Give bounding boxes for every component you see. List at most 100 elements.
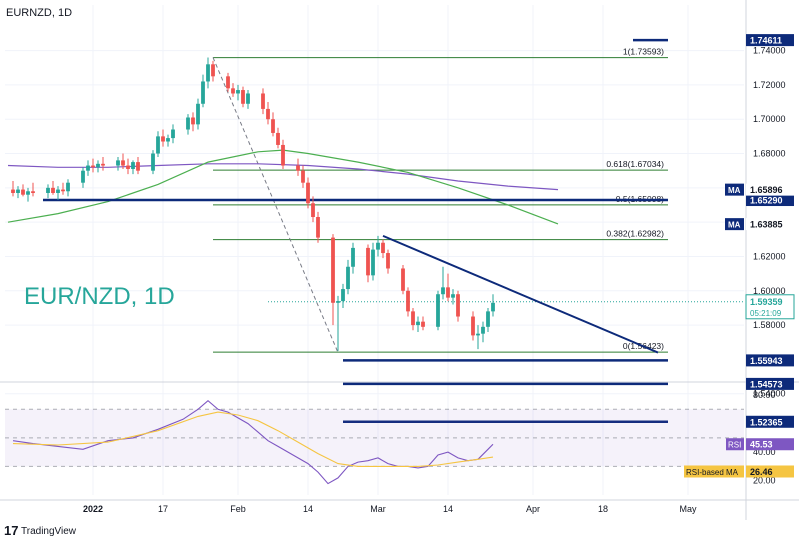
- descending-trendline[interactable]: [382, 234, 659, 354]
- header-symbol[interactable]: EURNZD, 1D: [6, 7, 72, 19]
- candle-body: [266, 108, 270, 120]
- rsi-tag-box: [684, 465, 744, 478]
- level-price-label-box: [746, 415, 794, 428]
- fib-level-label: 0.618(1.67034): [606, 159, 664, 169]
- level-price-label: 1.55943: [750, 356, 783, 366]
- candle-body: [156, 136, 160, 154]
- tradingview-logo-icon: 17: [4, 523, 18, 538]
- level-price-label: 1.74611: [750, 36, 782, 46]
- candle-body: [386, 253, 390, 269]
- tradingview-logo[interactable]: 17 TradingView: [4, 523, 77, 538]
- price-labels: 1.74611 1.65290 1.55943 1.54573 1.52365 MA 1.6…: [684, 34, 795, 478]
- candle-body: [271, 119, 275, 133]
- candle-body: [376, 242, 380, 250]
- candlesticks: [11, 57, 495, 351]
- ma-value-label-box: [746, 218, 794, 231]
- candle-body: [101, 163, 105, 166]
- ma-tag-label: MA: [728, 186, 741, 195]
- candle-body: [261, 93, 265, 109]
- candle-body: [311, 203, 315, 218]
- candle-body: [61, 189, 65, 192]
- level-price-label-box: [746, 34, 794, 47]
- candle-body: [451, 294, 455, 298]
- candle-body: [166, 138, 170, 142]
- horizontal-levels[interactable]: [43, 38, 668, 424]
- price-tick-label: 1.62000: [753, 251, 786, 261]
- last-price-box: [745, 294, 795, 320]
- candle-body: [346, 266, 350, 290]
- candle-body: [341, 289, 345, 302]
- ma-tag-box: [725, 218, 744, 231]
- rsi-tag-box: [726, 438, 744, 451]
- price-tick-label: 1.70000: [753, 114, 786, 124]
- candle-body: [31, 191, 35, 193]
- candle-body: [306, 182, 310, 204]
- time-tick-label: 2022: [83, 504, 103, 514]
- candle-body: [246, 93, 250, 104]
- candle-body: [91, 165, 95, 168]
- candle-body: [46, 187, 50, 193]
- last-price-label: 1.59359: [750, 297, 783, 307]
- candle-body: [186, 117, 190, 130]
- candle-body: [481, 326, 485, 334]
- candle-body: [191, 117, 195, 125]
- rsi-tick-label: 20.00: [753, 476, 776, 486]
- time-tick-label: 18: [598, 504, 608, 514]
- candle-body: [206, 64, 210, 82]
- rsi-value-label-box: [746, 438, 794, 451]
- candle-body: [16, 189, 20, 193]
- candle-body: [351, 247, 355, 267]
- candle-body: [241, 90, 245, 104]
- candle-body: [381, 242, 385, 254]
- rsi-pane: [5, 399, 744, 485]
- time-tick-label: Apr: [526, 504, 540, 514]
- candle-body: [131, 162, 135, 169]
- candle-body: [171, 129, 175, 139]
- candle-body: [231, 88, 235, 94]
- candle-body: [161, 136, 165, 142]
- candle-body: [421, 321, 425, 327]
- time-tick-label: Mar: [370, 504, 386, 514]
- candle-body: [96, 163, 100, 168]
- trendlines[interactable]: [382, 234, 659, 354]
- price-tick-label: 1.58000: [753, 320, 786, 330]
- candle-body: [21, 189, 25, 195]
- level-price-label: 1.52365: [750, 417, 783, 427]
- tradingview-logo-text: TradingView: [21, 526, 77, 537]
- candle-body: [151, 153, 155, 171]
- ma-value-label: 1.65896: [750, 185, 783, 195]
- candle-body: [301, 170, 305, 183]
- time-tick-label: 14: [303, 504, 313, 514]
- rsi-tick-label: 40.00: [753, 447, 776, 457]
- candle-body: [226, 76, 230, 89]
- ma-tag-box: [725, 183, 744, 196]
- level-price-label-box: [746, 377, 794, 390]
- price-tick-label: 1.68000: [753, 149, 786, 159]
- candle-body: [316, 217, 320, 238]
- rsi-value-label: 45.53: [750, 440, 773, 450]
- candle-body: [366, 247, 370, 276]
- fib-anchor-line[interactable]: [212, 57, 339, 353]
- candle-body: [66, 182, 70, 192]
- candle-body: [476, 333, 480, 336]
- candle-body: [331, 237, 335, 303]
- candle-body: [136, 162, 140, 171]
- rsi-ma-line: [12, 411, 494, 467]
- candle-body: [411, 311, 415, 326]
- candle-body: [196, 103, 200, 125]
- candle-body: [446, 287, 450, 298]
- candle-body: [436, 294, 440, 327]
- candle-body: [121, 160, 125, 166]
- candle-body: [371, 249, 375, 276]
- candle-body: [56, 189, 60, 193]
- candle-body: [11, 189, 15, 193]
- fib-level-label: 0.382(1.62982): [606, 229, 664, 239]
- price-tick-label: 1.54000: [753, 389, 786, 399]
- rsi-tick-label: 80.00: [753, 390, 776, 400]
- candle-body: [26, 191, 30, 195]
- countdown-label: 05:21:09: [750, 309, 782, 318]
- candle-body: [51, 187, 55, 193]
